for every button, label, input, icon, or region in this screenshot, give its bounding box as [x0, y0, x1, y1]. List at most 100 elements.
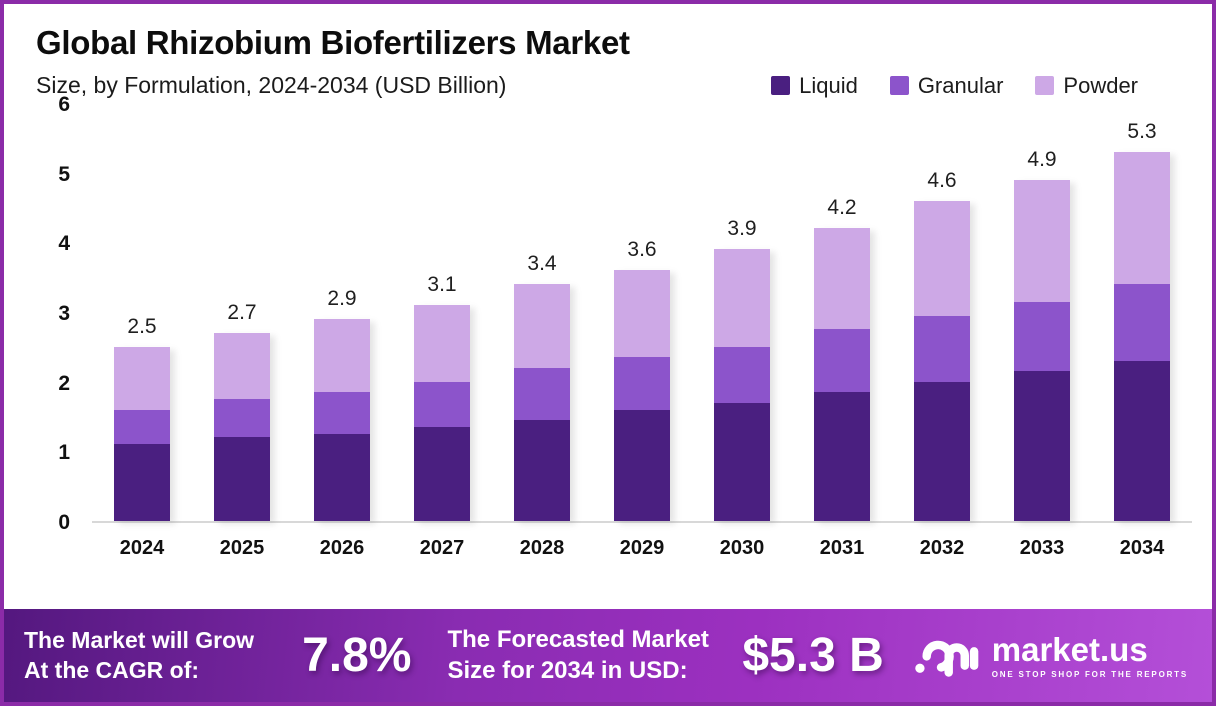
stacked-bar-2030	[714, 249, 770, 521]
bar-segment-2030-granular	[714, 346, 770, 403]
bar-segment-2024-liquid	[114, 444, 170, 521]
bar-segment-2029-granular	[614, 357, 670, 410]
page-title: Global Rhizobium Biofertilizers Market	[36, 24, 630, 61]
bar-column-2034: 5.3	[1092, 105, 1192, 521]
bar-total-label-2029: 3.6	[627, 238, 657, 262]
bar-column-2032: 4.6	[892, 105, 992, 521]
x-axis-label-2031: 2031	[819, 537, 865, 559]
bar-column-2029: 3.6	[592, 105, 692, 521]
bar-segment-2031-liquid	[814, 392, 870, 521]
bar-segment-2029-liquid	[614, 409, 670, 521]
legend-label: Liquid	[799, 72, 858, 98]
plot-area: 2.5 2.7 2.9 3.1 3.4 3.6 3.9 4.2 4.6 4.9 5.3	[92, 105, 1192, 523]
legend-label: Granular	[917, 72, 1004, 98]
bar-segment-2034-granular	[1114, 284, 1170, 361]
legend-swatch-powder	[1035, 76, 1055, 95]
brand-tagline: ONE STOP SHOP FOR THE REPORTS	[991, 669, 1188, 679]
stacked-bar-2028	[514, 284, 570, 521]
x-axis-label-2030: 2030	[719, 537, 765, 559]
y-axis-tick-0: 0	[58, 511, 70, 534]
y-axis-tick-1: 1	[58, 441, 70, 465]
bar-segment-2027-granular	[414, 381, 470, 427]
bar-column-2025: 2.7	[192, 105, 292, 521]
y-axis-tick-5: 5	[58, 162, 70, 186]
bar-column-2026: 2.9	[292, 105, 392, 521]
bar-segment-2026-granular	[314, 392, 370, 434]
cagr-value: 7.8%	[302, 629, 412, 682]
bar-column-2028: 3.4	[492, 105, 592, 521]
stacked-bar-2033	[1014, 179, 1070, 521]
stacked-bar-2034	[1114, 151, 1170, 521]
x-axis-label-2026: 2026	[319, 537, 365, 559]
bar-segment-2024-powder	[114, 346, 170, 410]
bar-total-label-2024: 2.5	[127, 314, 157, 338]
legend-label: Powder	[1063, 72, 1138, 98]
stacked-bar-chart: 0 1 2 3 4 5 6 2.5 2.7 2.9 3.1 3.4 3.6 3.9 4.2 4.6 4.9 5.…	[4, 93, 1212, 534]
bar-segment-2031-powder	[814, 228, 870, 330]
bar-segment-2033-liquid	[1014, 371, 1070, 521]
bar-segment-2028-granular	[514, 367, 570, 420]
bar-segment-2031-granular	[814, 329, 870, 393]
bar-segment-2026-liquid	[314, 433, 370, 521]
bar-segment-2028-powder	[514, 284, 570, 368]
bar-segment-2033-granular	[1014, 301, 1070, 372]
bar-column-2033: 4.9	[992, 105, 1092, 521]
bar-total-label-2027: 3.1	[427, 273, 457, 297]
bar-segment-2034-powder	[1114, 151, 1170, 285]
bar-segment-2029-powder	[614, 270, 670, 358]
y-axis-tick-2: 2	[58, 371, 70, 395]
x-axis-label-2024: 2024	[119, 537, 165, 559]
x-axis-label-2025: 2025	[219, 537, 265, 559]
y-axis-tick-3: 3	[58, 302, 70, 325]
bar-total-label-2034: 5.3	[1127, 119, 1157, 143]
bar-column-2024: 2.5	[92, 105, 192, 521]
brand-name: market.us	[991, 630, 1148, 668]
chart-legend: Liquid Granular Powder	[771, 73, 1138, 99]
stacked-bar-2032	[914, 200, 970, 521]
bar-segment-2025-liquid	[214, 437, 270, 521]
subtitle-row: Size, by Formulation, 2024-2034 (USD Bil…	[36, 72, 1190, 99]
x-axis-label-2029: 2029	[619, 537, 665, 559]
legend-item-liquid: Liquid	[771, 73, 858, 99]
bar-column-2030: 3.9	[692, 105, 792, 521]
bar-segment-2025-granular	[214, 399, 270, 438]
brand-text-block: market.us ONE STOP SHOP FOR THE REPORTS	[992, 633, 1188, 679]
stacked-bar-2025	[214, 332, 270, 521]
chart-subtitle: Size, by Formulation, 2024-2034 (USD Bil…	[36, 72, 507, 98]
bar-total-label-2031: 4.2	[827, 196, 857, 220]
stacked-bar-2024	[114, 346, 170, 521]
bar-segment-2032-powder	[914, 200, 970, 316]
bar-segment-2028-liquid	[514, 419, 570, 521]
x-axis-label-2033: 2033	[1019, 537, 1065, 559]
bar-total-label-2026: 2.9	[327, 286, 357, 310]
bar-segment-2027-liquid	[414, 426, 470, 521]
stacked-bar-2027	[414, 305, 470, 521]
bar-segment-2025-powder	[214, 332, 270, 400]
bar-total-label-2033: 4.9	[1027, 147, 1057, 171]
legend-item-granular: Granular	[889, 72, 1004, 99]
legend-item-powder: Powder	[1035, 73, 1138, 99]
bar-total-label-2028: 3.4	[527, 252, 557, 276]
bar-total-label-2032: 4.6	[927, 168, 957, 192]
forecast-label-line1: The Forecasted Market	[447, 625, 709, 653]
bar-column-2031: 4.2	[792, 105, 892, 521]
x-axis-label-2032: 2032	[919, 537, 965, 559]
forecast-label-line2: Size for 2034 in USD:	[447, 656, 688, 684]
bar-segment-2027-powder	[414, 305, 470, 382]
x-axis-label-2027: 2027	[419, 537, 465, 559]
footer-band: The Market will Grow At the CAGR of: 7.8…	[4, 609, 1212, 702]
bar-segment-2032-granular	[914, 315, 970, 382]
marketus-logo-icon	[914, 627, 980, 684]
x-axis-label-2028: 2028	[519, 537, 565, 559]
bar-segment-2026-powder	[314, 318, 370, 393]
bar-total-label-2030: 3.9	[727, 217, 757, 241]
cagr-label-line1: The Market will Grow	[24, 627, 255, 654]
bar-total-label-2025: 2.7	[227, 300, 257, 324]
legend-swatch-liquid	[771, 76, 791, 95]
x-axis-label-2034: 2034	[1119, 537, 1165, 559]
y-axis-tick-6: 6	[58, 93, 70, 116]
stacked-bar-2031	[814, 228, 870, 521]
chart-header: Global Rhizobium Biofertilizers Market S…	[4, 4, 1212, 99]
bar-segment-2024-granular	[114, 409, 170, 445]
